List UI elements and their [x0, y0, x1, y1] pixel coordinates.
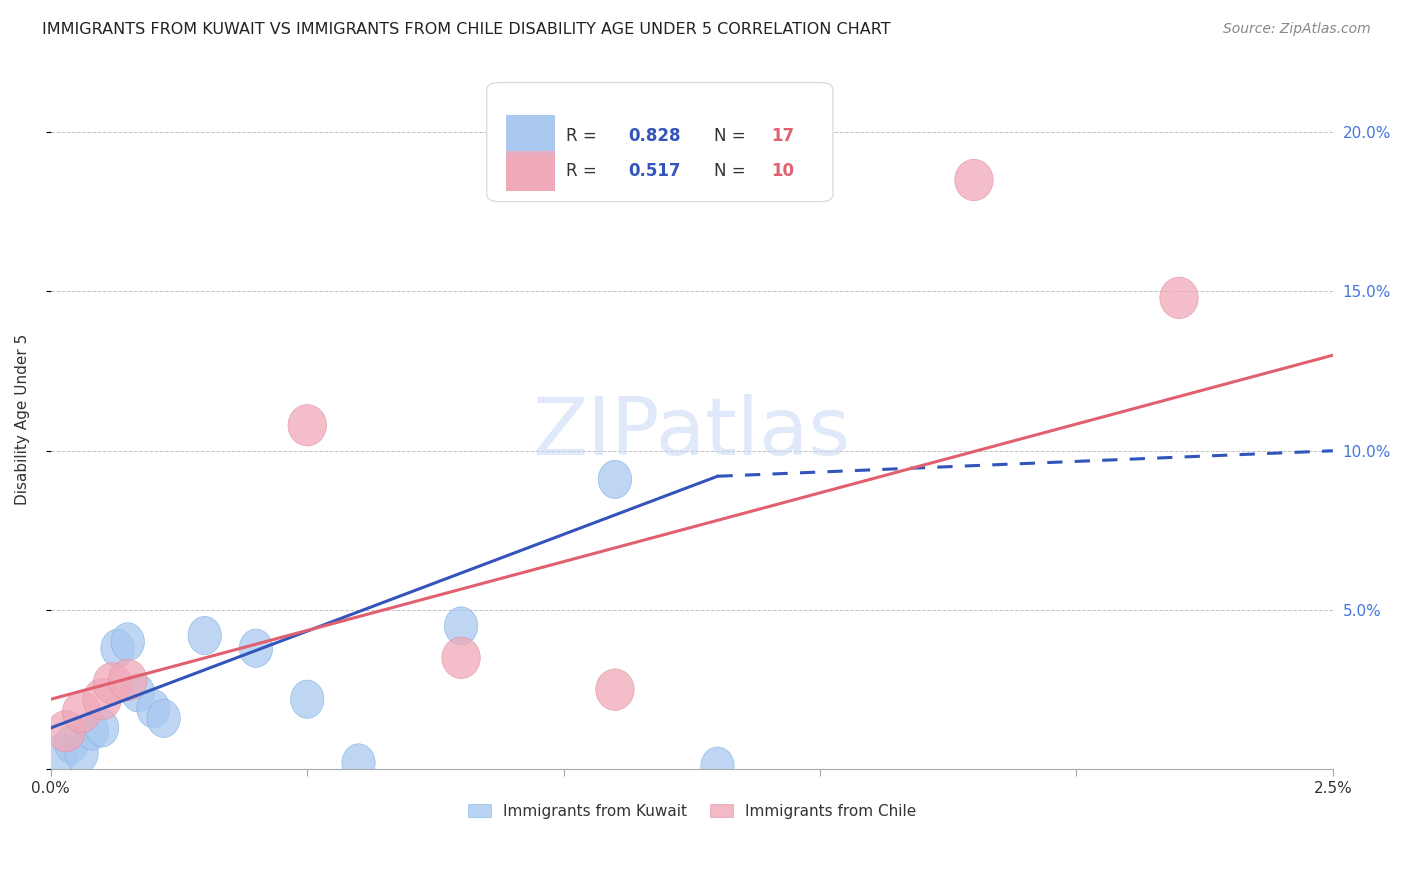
Ellipse shape [441, 637, 481, 679]
Ellipse shape [101, 629, 134, 667]
Text: ZIPatlas: ZIPatlas [533, 394, 851, 472]
Ellipse shape [55, 724, 89, 763]
Ellipse shape [136, 690, 170, 728]
Ellipse shape [93, 663, 132, 704]
Text: N =: N = [714, 161, 751, 180]
Text: Source: ZipAtlas.com: Source: ZipAtlas.com [1223, 22, 1371, 37]
Legend: Immigrants from Kuwait, Immigrants from Chile: Immigrants from Kuwait, Immigrants from … [461, 797, 922, 825]
Ellipse shape [108, 659, 148, 701]
FancyBboxPatch shape [506, 151, 555, 191]
Ellipse shape [75, 712, 108, 750]
Ellipse shape [596, 669, 634, 710]
Ellipse shape [291, 680, 323, 718]
Ellipse shape [700, 747, 734, 785]
Ellipse shape [83, 679, 121, 720]
Ellipse shape [955, 160, 993, 201]
FancyBboxPatch shape [486, 83, 832, 202]
Text: IMMIGRANTS FROM KUWAIT VS IMMIGRANTS FROM CHILE DISABILITY AGE UNDER 5 CORRELATI: IMMIGRANTS FROM KUWAIT VS IMMIGRANTS FRO… [42, 22, 891, 37]
Text: R =: R = [567, 127, 602, 145]
Text: 0.828: 0.828 [627, 127, 681, 145]
Ellipse shape [444, 607, 478, 645]
Text: 17: 17 [772, 127, 794, 145]
Ellipse shape [62, 691, 101, 732]
Ellipse shape [188, 616, 221, 655]
FancyBboxPatch shape [506, 115, 555, 156]
Ellipse shape [111, 623, 145, 661]
Ellipse shape [239, 629, 273, 667]
Ellipse shape [599, 460, 631, 499]
Ellipse shape [86, 709, 118, 747]
Ellipse shape [1160, 277, 1198, 318]
Ellipse shape [65, 734, 98, 772]
Ellipse shape [45, 734, 77, 772]
Text: 0.517: 0.517 [627, 161, 681, 180]
Ellipse shape [148, 699, 180, 738]
Text: R =: R = [567, 161, 602, 180]
Ellipse shape [46, 710, 86, 752]
Ellipse shape [121, 673, 155, 712]
Y-axis label: Disability Age Under 5: Disability Age Under 5 [15, 334, 30, 505]
Ellipse shape [288, 405, 326, 446]
Ellipse shape [342, 744, 375, 782]
Text: 10: 10 [772, 161, 794, 180]
Text: N =: N = [714, 127, 751, 145]
